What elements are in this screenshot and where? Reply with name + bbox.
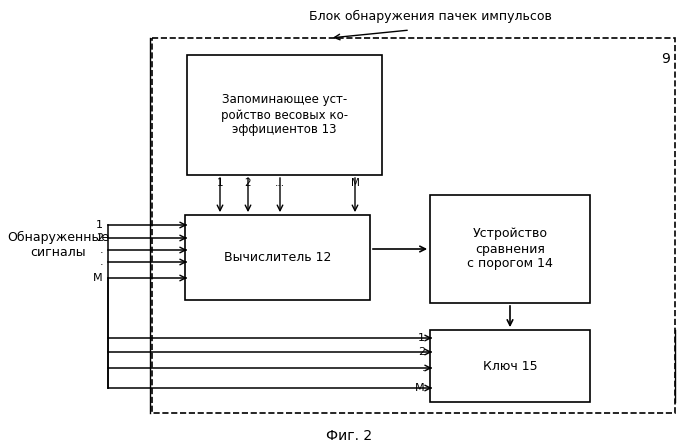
- Text: 1: 1: [217, 178, 223, 188]
- Text: ...: ...: [275, 178, 285, 188]
- Text: Запоминающее уст-
ройство весовых ко-
эффициентов 13: Запоминающее уст- ройство весовых ко- эф…: [221, 94, 348, 137]
- Text: Вычислитель 12: Вычислитель 12: [224, 251, 331, 264]
- Text: 1: 1: [96, 220, 103, 230]
- Text: M: M: [94, 273, 103, 283]
- Text: 9: 9: [661, 52, 670, 66]
- Text: Ключ 15: Ключ 15: [483, 359, 538, 372]
- Text: 1: 1: [418, 333, 425, 343]
- Text: M: M: [415, 383, 425, 393]
- Text: 2: 2: [96, 233, 103, 243]
- Text: 2: 2: [418, 347, 425, 357]
- Text: .: .: [99, 245, 103, 255]
- Text: Устройство
сравнения
с порогом 14: Устройство сравнения с порогом 14: [467, 228, 553, 271]
- Text: Фиг. 2: Фиг. 2: [326, 429, 372, 443]
- Text: 2: 2: [245, 178, 252, 188]
- Text: M: M: [351, 178, 359, 188]
- Text: Блок обнаружения пачек импульсов: Блок обнаружения пачек импульсов: [308, 10, 552, 23]
- Bar: [185, 215, 370, 300]
- Text: .: .: [99, 257, 103, 267]
- Text: .: .: [421, 363, 425, 373]
- Text: Обнаруженные
сигналы: Обнаруженные сигналы: [7, 231, 109, 259]
- Bar: [187, 55, 382, 175]
- Bar: [430, 195, 590, 303]
- Bar: [430, 330, 590, 402]
- Bar: [152, 38, 675, 413]
